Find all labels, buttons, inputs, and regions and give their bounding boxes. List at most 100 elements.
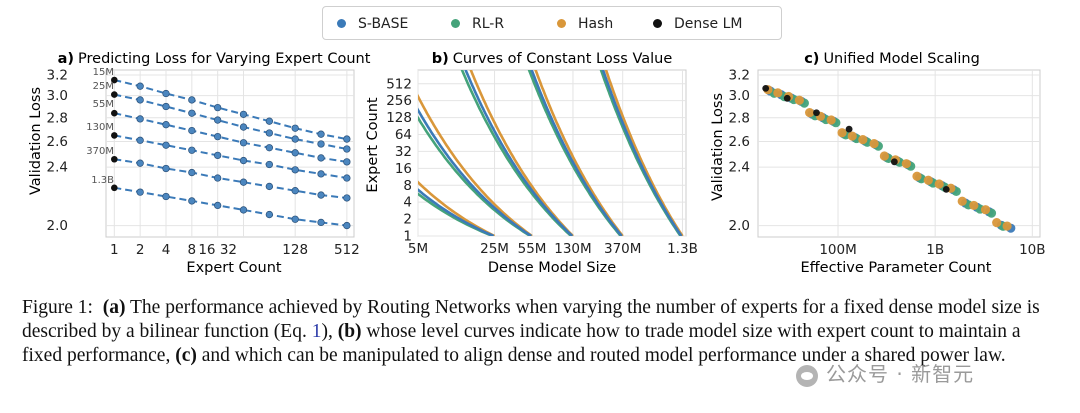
panel-b-ytick-label: 256 <box>386 93 412 109</box>
panel-a-data-point <box>291 149 299 157</box>
panel-a-ytick-label: 3.0 <box>47 88 68 104</box>
chart-legend: S-BASE RL-R Hash Dense LM <box>322 6 782 40</box>
panel-a-data-point <box>188 146 196 154</box>
panel-a-data-point <box>162 192 170 201</box>
panel-c-data-point <box>969 200 979 211</box>
caption-eq-ref-link[interactable]: 1 <box>311 321 322 342</box>
panel-b-xtick-label: 130M <box>554 241 591 257</box>
panel-c-data-point <box>869 139 879 149</box>
panel-b-level-curve <box>464 70 574 236</box>
panel-a-data-point <box>188 96 196 104</box>
panel-a-data-point <box>239 110 248 118</box>
caption-part-b-label: (b) <box>337 321 362 342</box>
panel-a-size-label: 55M <box>93 99 114 110</box>
panel-a-data-point <box>162 164 170 173</box>
panel-a-data-point <box>343 174 351 182</box>
panel-a-data-point <box>188 168 196 177</box>
panel-b-ytick-label: 1 <box>403 229 412 245</box>
panel-a-data-point <box>317 130 325 138</box>
wechat-logo-icon <box>796 364 818 387</box>
panel-c-data-point <box>923 175 933 185</box>
panel-b-level-curve <box>604 70 684 236</box>
panel-c-data-point <box>794 95 804 105</box>
panel-b-level-curve <box>469 70 574 236</box>
panel-a-size-label: 1.3B <box>91 175 114 186</box>
panel-a-title: a) Predicting Loss for Varying Expert Cou… <box>58 51 371 67</box>
panel-c-title: c) Unified Model Scaling <box>804 51 980 67</box>
panel-c-plot-area <box>757 69 1041 238</box>
panel-c-data-point <box>826 115 836 125</box>
panel-a-dense-point <box>111 132 118 139</box>
panel-b-level-curve <box>530 70 623 236</box>
panel-a-fit-line <box>114 158 348 199</box>
panel-b-xtick-label: 1.3B <box>667 241 698 257</box>
panel-a-dense-point <box>111 76 118 84</box>
caption-part-b-text: whose level curves indicate how to trade… <box>22 321 1021 366</box>
panel-b-plot-area <box>417 69 687 237</box>
panel-a-data-point <box>343 135 351 143</box>
panel-a-data-point <box>343 158 351 166</box>
panel-c-data-point <box>980 205 991 215</box>
panel-a-dense-point <box>111 184 118 192</box>
panel-b-level-curve <box>601 70 683 236</box>
panel-a-data-point <box>136 188 144 196</box>
caption-part-a-label: (a) <box>102 297 126 318</box>
panel-a-data-point <box>291 187 299 195</box>
legend-label-s-base: S-BASE <box>358 16 409 32</box>
watermark: 公众号 · 新智元 <box>796 358 974 387</box>
panel-a-xtick-label: 16 32 <box>198 242 237 258</box>
panel-a-data-point <box>265 210 273 219</box>
panel-a-data-point <box>265 117 273 125</box>
panel-c-data-point <box>805 107 815 118</box>
panel-c-data-point <box>942 186 950 193</box>
panel-a-ytick-label: 3.2 <box>47 67 68 83</box>
panel-b-ytick-label: 512 <box>386 76 412 92</box>
panel-c: c) Unified Model Scaling Validation Loss … <box>710 51 1046 276</box>
panel-b-xtick-label: 5M <box>408 241 428 257</box>
legend-marker-dense-lm <box>653 18 662 28</box>
panel-a-xtick-label: 1 <box>110 242 119 258</box>
panel-c-data-point <box>957 196 967 206</box>
panel-b-level-curve <box>534 70 624 236</box>
panel-a-size-label: 370M <box>86 146 114 157</box>
panel-b-title: b) Curves of Constant Loss Value <box>432 51 673 67</box>
panel-a-data-point <box>291 166 299 174</box>
panel-c-ytick-label: 2.6 <box>729 134 750 150</box>
panel-c-data-point <box>762 84 770 92</box>
panel-b-xlabel: Dense Model Size <box>488 260 616 276</box>
panel-b-level-curve <box>418 107 532 236</box>
panel-a-xtick-label: 4 <box>162 242 171 258</box>
panel-b-ytick-label: 8 <box>403 178 412 194</box>
panel-c-ytick-label: 2.0 <box>729 218 750 234</box>
panel-c-ytick-label: 3.0 <box>729 88 750 104</box>
panel-c-ytick-label: 2.8 <box>729 110 750 126</box>
panel-a-data-point <box>136 136 144 144</box>
panel-b: b) Curves of Constant Loss Value Expert C… <box>365 51 698 276</box>
panel-a-data-point <box>162 102 170 111</box>
panel-a-data-point <box>265 160 273 169</box>
panel-c-xlabel: Effective Parameter Count <box>801 260 992 276</box>
panel-a-data-point <box>214 174 222 182</box>
panel-a-dense-point <box>111 155 118 163</box>
panel-b-level-curve <box>460 70 572 236</box>
panel-b-ytick-label: 4 <box>403 195 412 211</box>
panel-b-xtick-label: 55M <box>518 241 547 257</box>
panel-a-fit-line <box>114 79 348 141</box>
caption-part-c-text: and which can be manipulated to align de… <box>201 345 1006 366</box>
legend-label-rl-r: RL-R <box>472 16 505 32</box>
panel-b-curves <box>418 70 684 236</box>
figure-panels: a) Predicting Loss for Varying Expert Cou… <box>28 51 1046 276</box>
panel-a-data-point <box>343 221 351 230</box>
panel-a-size-label: 15M <box>93 67 114 78</box>
legend-item-dense-lm: Dense LM <box>653 14 743 34</box>
panel-a-data-point <box>214 132 222 141</box>
panel-a-dense-point <box>111 91 118 98</box>
panel-a-ytick-label: 2.8 <box>47 110 68 126</box>
panel-a-data-point <box>239 156 248 165</box>
panel-c-data-point <box>858 135 868 145</box>
panel-a: a) Predicting Loss for Varying Expert Cou… <box>28 51 371 276</box>
panel-c-ytick-label: 3.2 <box>729 67 750 83</box>
panel-c-xtick-label: 1B <box>926 242 944 258</box>
panel-a-ytick-label: 2.4 <box>47 160 68 176</box>
panel-a-data-point <box>136 159 144 167</box>
